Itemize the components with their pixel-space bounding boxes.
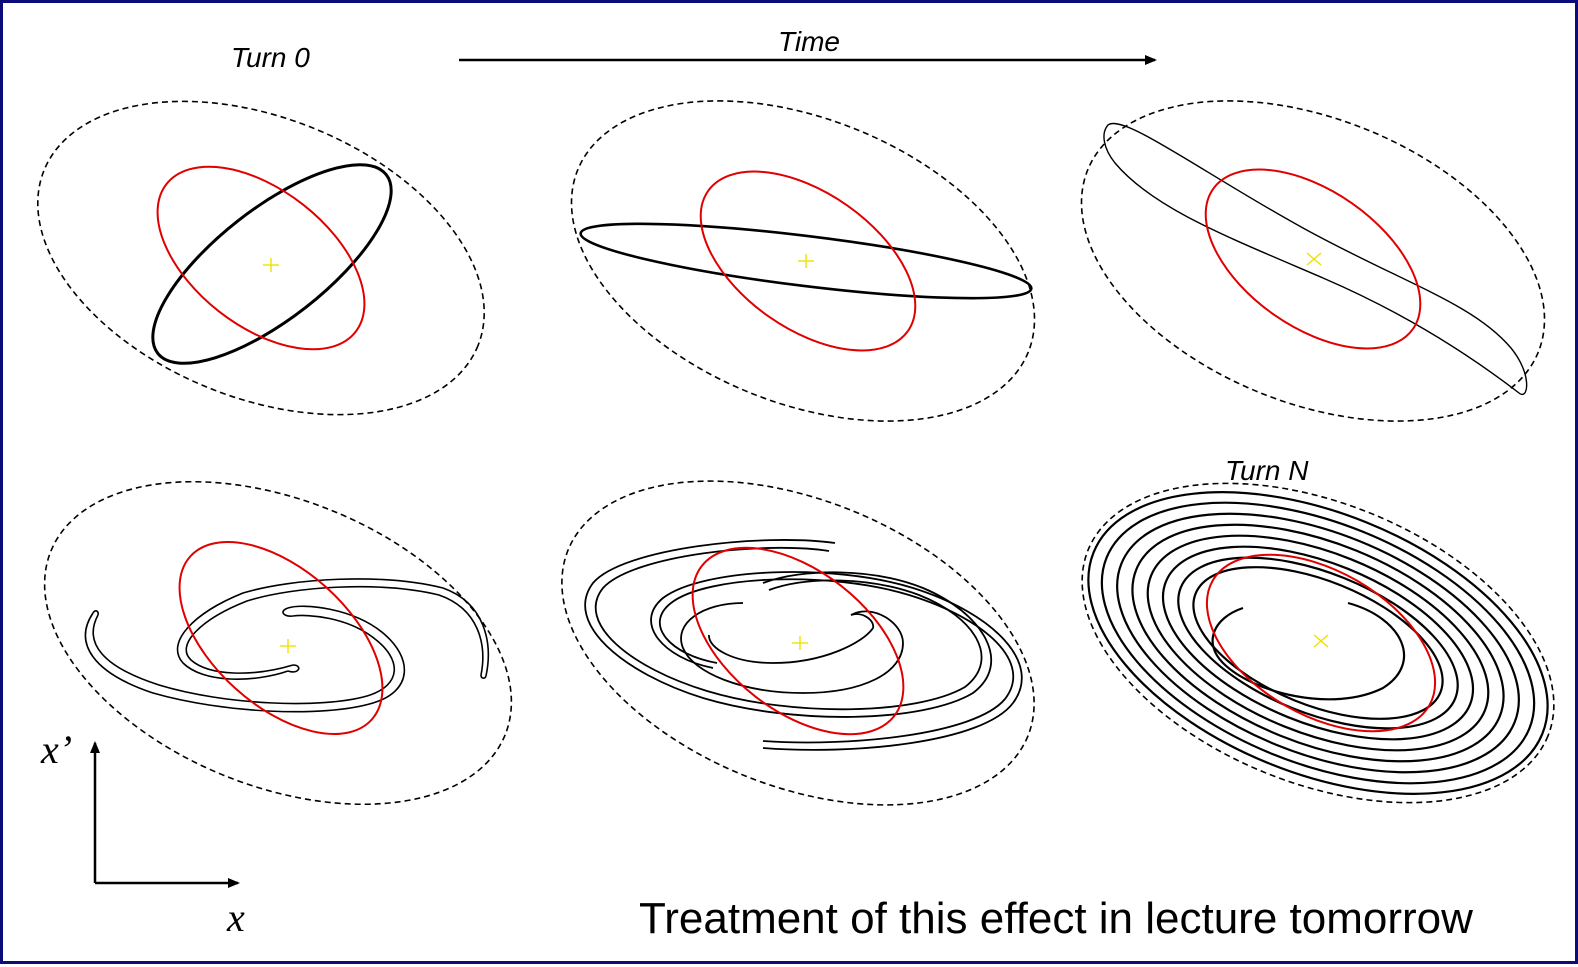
phase-space-diagram: Turn 0 Time Turn N	[36, 26, 1555, 943]
center-marker	[1306, 252, 1322, 266]
beam-filament	[84, 578, 490, 713]
panel-4	[43, 480, 513, 806]
center-marker	[1313, 634, 1329, 648]
panel-3	[1080, 100, 1546, 422]
center-marker	[263, 258, 279, 272]
acceptance-ellipse	[43, 480, 513, 806]
center-marker	[792, 636, 808, 650]
matched-ellipse	[699, 170, 917, 352]
beam-ellipse	[579, 222, 1033, 300]
caption: Treatment of this effect in lecture tomo…	[639, 894, 1473, 943]
acceptance-ellipse	[561, 480, 1035, 806]
panel-2	[570, 100, 1036, 422]
matched-ellipse	[156, 165, 366, 351]
time-label: Time	[778, 26, 840, 57]
center-marker	[280, 639, 296, 653]
matched-ellipse	[691, 546, 905, 736]
acceptance-ellipse	[36, 100, 486, 416]
acceptance-ellipse	[570, 100, 1036, 422]
matched-ellipse	[1205, 553, 1437, 733]
x-axis-label: x	[226, 895, 245, 940]
matched-ellipse	[1204, 168, 1422, 350]
phase-space-axes: x’ x	[40, 727, 245, 940]
panel-5	[561, 480, 1035, 806]
acceptance-ellipse	[1080, 100, 1546, 422]
beam-ellipse	[151, 163, 393, 365]
panel-6	[1081, 482, 1555, 804]
center-marker	[798, 254, 814, 268]
beam-spiral	[584, 539, 1023, 751]
turn-n-label: Turn N	[1225, 455, 1309, 486]
acceptance-ellipse	[1081, 482, 1555, 804]
matched-ellipse	[178, 540, 384, 736]
beam-filamented-spiral	[1087, 491, 1549, 795]
panel-1	[36, 100, 486, 416]
turn-0-label: Turn 0	[231, 42, 310, 73]
y-axis-label: x’	[40, 727, 72, 772]
beam-sheared-ellipse	[1103, 122, 1528, 396]
